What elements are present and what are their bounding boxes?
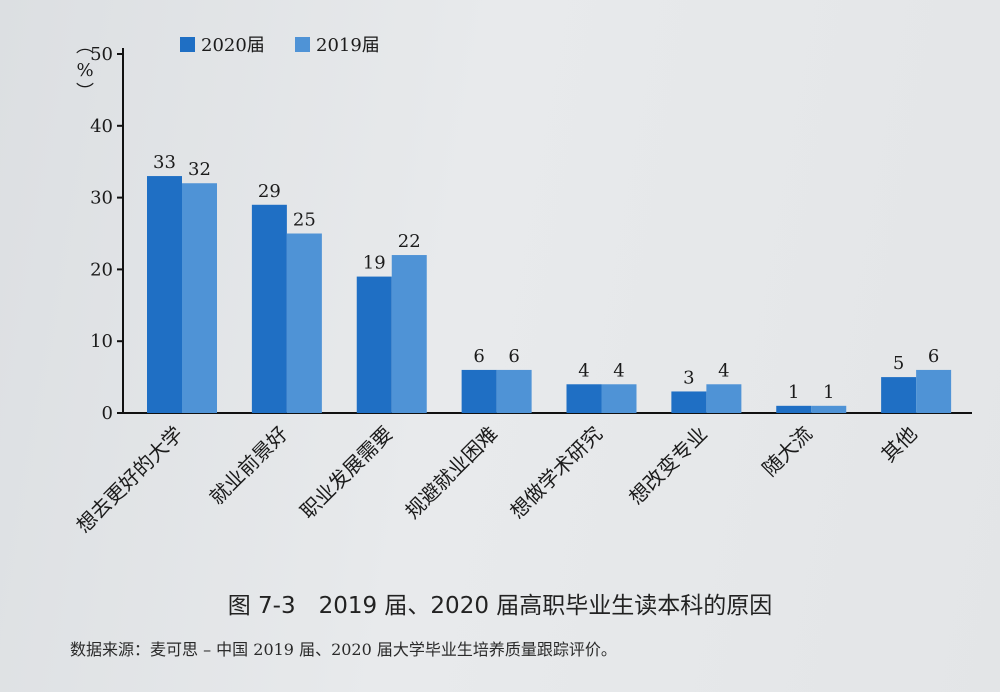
data-label: 1 <box>823 382 834 403</box>
data-label: 4 <box>613 360 624 381</box>
data-label: 29 <box>258 181 281 202</box>
legend-swatch <box>180 37 195 52</box>
bar <box>356 276 392 413</box>
x-tick-label: 职业发展需要 <box>295 422 397 524</box>
y-tick-label: 0 <box>102 403 113 424</box>
data-label: 4 <box>718 360 729 381</box>
data-label: 4 <box>578 360 589 381</box>
data-label: 25 <box>293 210 316 231</box>
bar <box>916 369 952 413</box>
y-axis-label: % <box>76 60 93 81</box>
bar <box>147 176 182 413</box>
data-label: 5 <box>893 353 904 374</box>
x-tick-label: 想去更好的大学 <box>72 422 188 538</box>
data-label: 1 <box>788 382 799 403</box>
bar <box>391 255 427 413</box>
bar <box>566 384 602 413</box>
x-tick-label: 规避就业困难 <box>400 422 502 524</box>
x-tick-label: 就业前景好 <box>205 422 293 510</box>
bar <box>601 384 637 413</box>
data-label: 6 <box>508 346 519 367</box>
data-label: 3 <box>683 367 694 388</box>
bar <box>286 233 322 413</box>
bar <box>776 405 812 413</box>
bar <box>496 369 532 413</box>
bar-chart: 0 10 20 30 40 50︵%︶ 2020届 2019届 33 32 想去更好的大学 29 25 就… <box>72 35 972 538</box>
bar <box>706 384 742 413</box>
bar <box>881 377 917 413</box>
bar <box>461 369 497 413</box>
legend-label: 2020届 <box>201 35 265 56</box>
x-tick-label: 其他 <box>876 422 921 467</box>
data-label: 6 <box>928 346 939 367</box>
bar <box>671 391 707 413</box>
data-label: 6 <box>473 346 484 367</box>
data-label: 22 <box>398 231 421 252</box>
x-tick-label: 想改变专业 <box>624 422 712 510</box>
y-axis-label-paren-close: ︶ <box>76 82 94 103</box>
data-label: 32 <box>188 159 211 180</box>
bar <box>251 204 287 413</box>
bar <box>811 405 847 413</box>
data-label: 19 <box>363 253 386 274</box>
y-tick-label: 50 <box>90 44 113 65</box>
legend-swatch <box>295 37 310 52</box>
y-tick-label: 30 <box>90 188 113 209</box>
x-tick-label: 随大流 <box>757 422 816 481</box>
bar <box>182 183 217 413</box>
y-tick-label: 20 <box>90 259 113 280</box>
y-axis-label-paren-open: ︵ <box>76 36 94 57</box>
y-tick-label: 40 <box>90 116 113 137</box>
x-tick-label: 想做学术研究 <box>505 422 607 524</box>
data-label: 33 <box>153 152 176 173</box>
data-source-note: 数据来源：麦可思 – 中国 2019 届、2020 届大学毕业生培养质量跟踪评价… <box>70 640 617 659</box>
y-tick-label: 10 <box>90 331 113 352</box>
figure-caption: 图 7-3 2019 届、2020 届高职毕业生读本科的原因 <box>227 593 773 619</box>
legend-label: 2019届 <box>316 35 380 56</box>
